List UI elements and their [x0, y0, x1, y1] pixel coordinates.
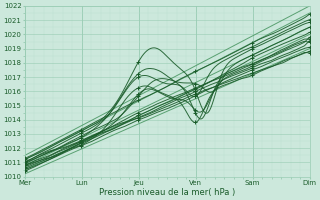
X-axis label: Pression niveau de la mer( hPa ): Pression niveau de la mer( hPa ): [99, 188, 236, 197]
